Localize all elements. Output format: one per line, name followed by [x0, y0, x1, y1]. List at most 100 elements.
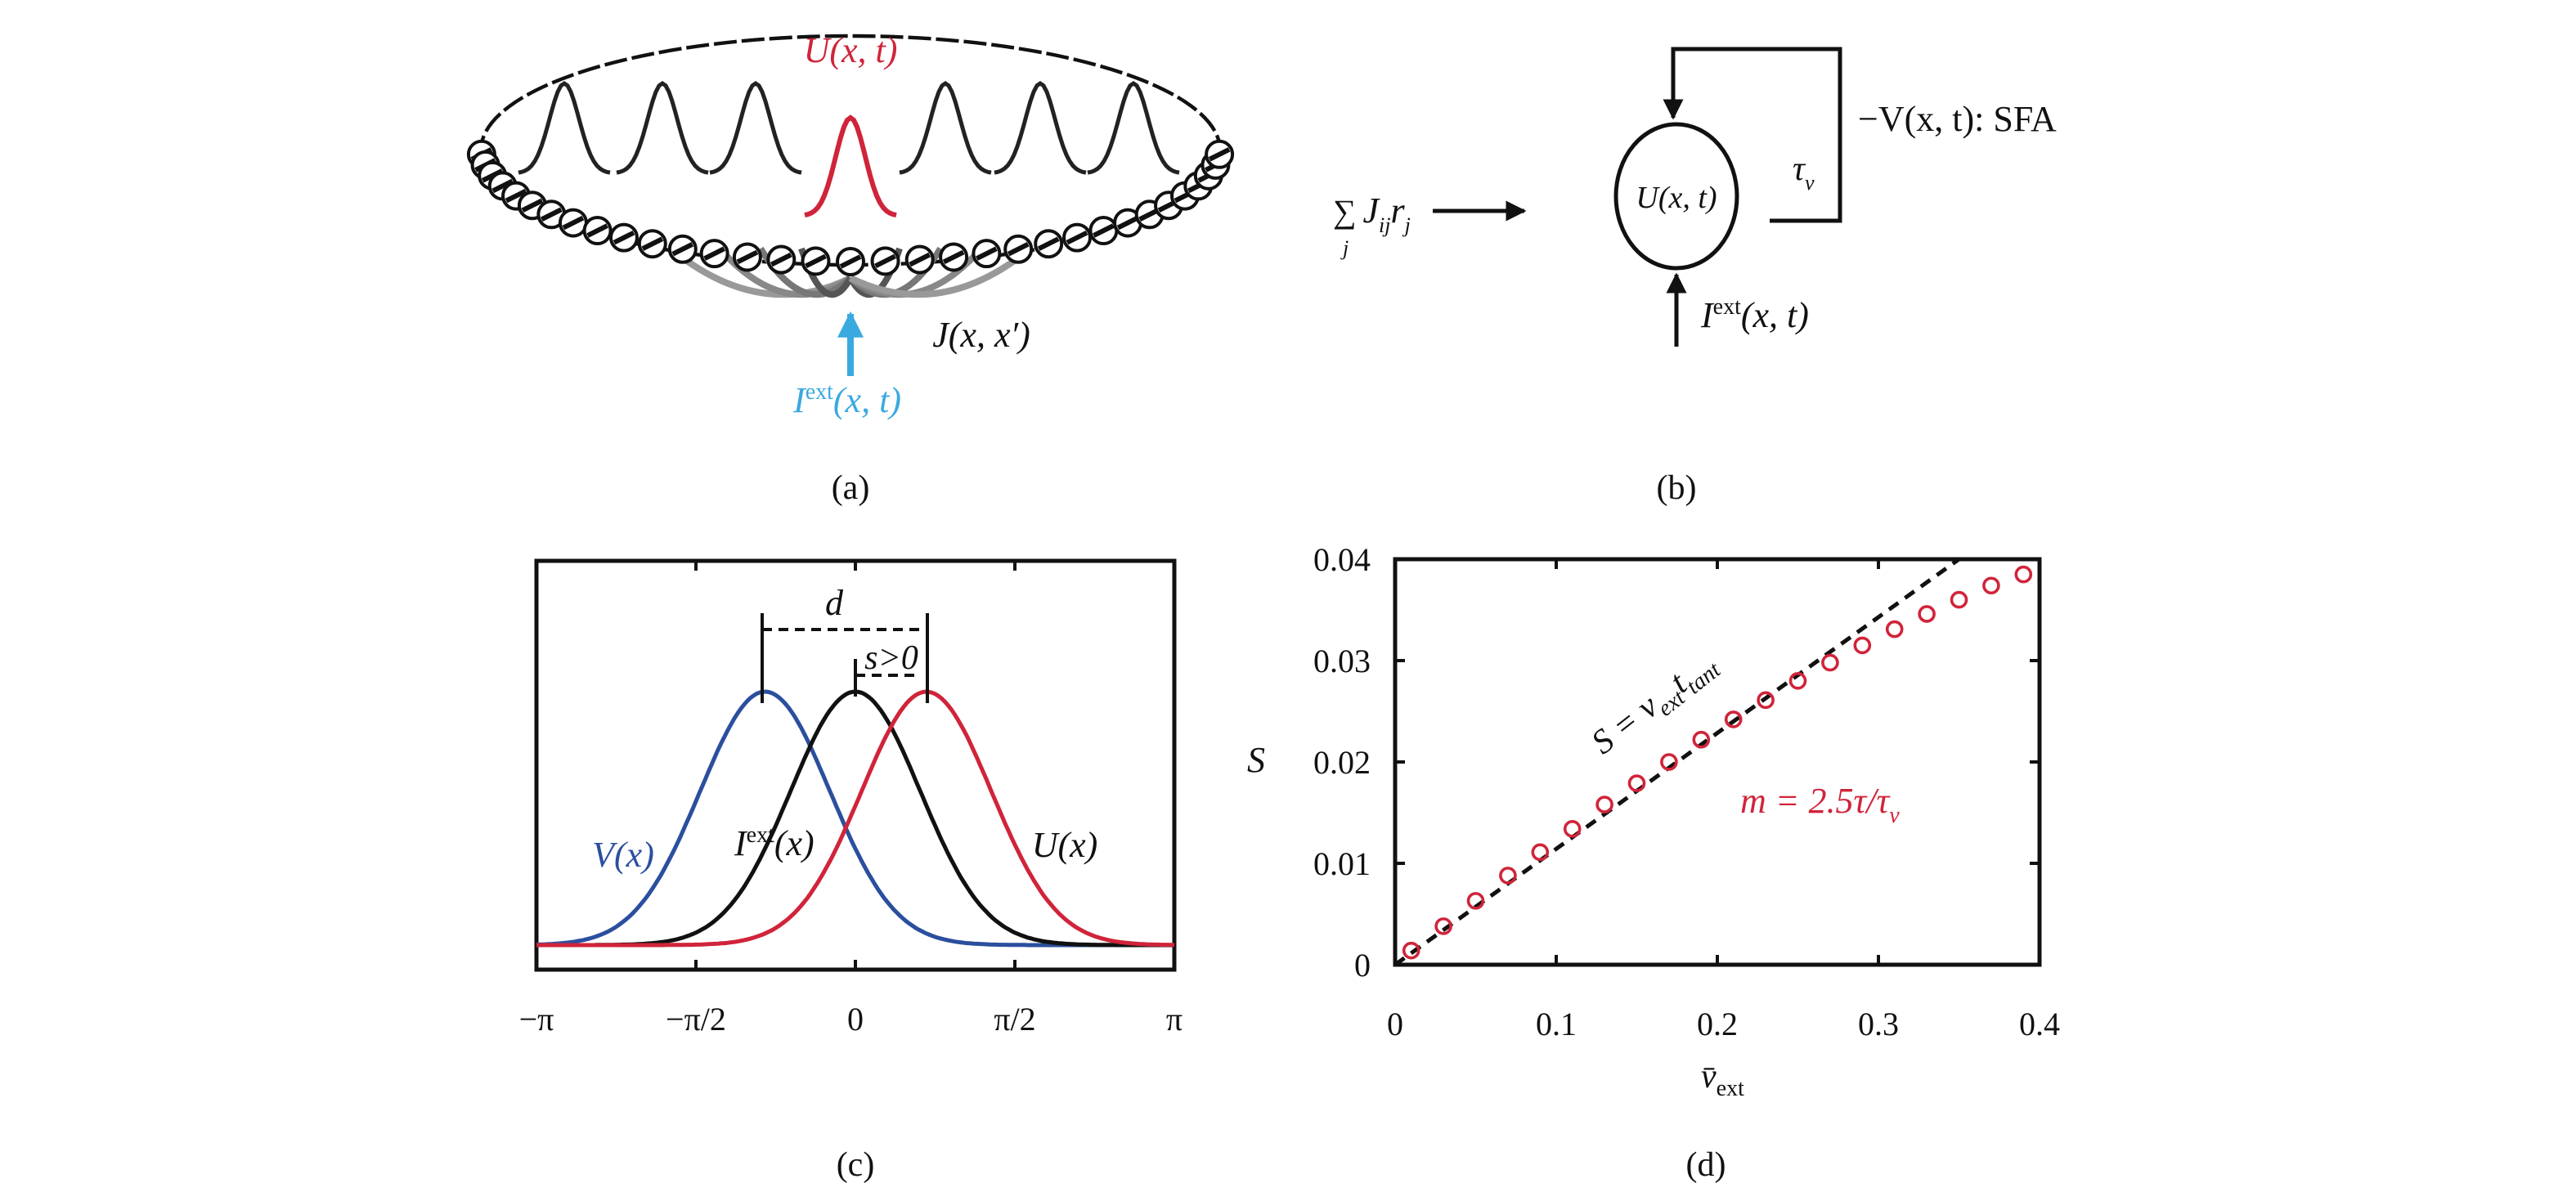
panel-c: −π −π/2 0 π/2 π d s>0 V(x) Iext(x) U(x) (c)	[519, 558, 1183, 1184]
sfa-feedback-label: −V(x, t): SFA	[1858, 99, 2057, 139]
x-tick-label: −π/2	[666, 1001, 726, 1037]
bump	[518, 80, 611, 175]
caption-a: (a)	[832, 469, 870, 507]
neuron-icon	[1113, 208, 1143, 238]
neuron-icon	[608, 222, 639, 253]
data-point	[1788, 671, 1807, 690]
y-axis-label: S	[1247, 740, 1265, 780]
x-tick-label: −π	[519, 1001, 554, 1037]
neuron-icon	[870, 246, 900, 276]
y-tick-label: 0	[1354, 947, 1371, 984]
neuron-icon	[732, 242, 762, 272]
data-point	[1885, 620, 1904, 639]
neuron-node	[1613, 122, 1739, 271]
neuron-icon	[939, 242, 969, 272]
neuron-icon	[801, 246, 831, 276]
data-point	[1853, 636, 1872, 655]
neuron-icon	[1205, 139, 1235, 169]
data-point	[1724, 710, 1743, 728]
bump	[1087, 80, 1180, 175]
y-tick-label: 0.04	[1313, 541, 1371, 578]
recurrent-input-label: ∑ Jijrj	[1333, 190, 1411, 237]
panel-b: U(x, t) ∑ Jijrj j τv −V(x, t): SFA Iext(x…	[1333, 47, 2057, 507]
neuron-icon	[836, 247, 865, 276]
neuron-icon	[904, 244, 935, 275]
data-point	[1627, 774, 1646, 792]
data-point	[1466, 892, 1485, 910]
data-point	[1434, 917, 1452, 935]
data-point	[1918, 605, 1936, 623]
panel-a: U(x, t) Iext(x, t) J(x, x′) (a)	[466, 30, 1235, 507]
y-tick-label: 0.02	[1313, 744, 1371, 781]
bump	[616, 80, 709, 175]
reference-line-label: S = νextttant	[1585, 643, 1726, 766]
d-label: d	[825, 583, 844, 623]
neuron-icon	[1003, 234, 1034, 264]
tau-v-label: τv	[1793, 150, 1815, 195]
panel-d: 0 0.1 0.2 0.3 0.4 0 0.01 0.02 0.03 0.04 S v̄ext S…	[1247, 541, 2060, 1184]
data-point	[1821, 653, 1839, 672]
neuron-icon	[1034, 229, 1064, 259]
neuron-icon	[582, 216, 613, 246]
y-tick-label: 0.01	[1313, 845, 1371, 882]
data-point	[1660, 753, 1678, 771]
external-input-label-b: Iext(x, t)	[1700, 294, 1809, 335]
data-point	[1982, 576, 2000, 595]
neuron-icon	[766, 244, 797, 275]
bump	[899, 80, 992, 175]
coupling-label: J(x, x′)	[932, 315, 1030, 355]
neuron-icon	[637, 229, 667, 259]
data-point	[1950, 590, 1968, 609]
curve-ux	[536, 689, 1174, 948]
s-label: s>0	[864, 639, 918, 677]
plot-frame-d	[1393, 557, 2042, 967]
v-curve-label: V(x)	[592, 835, 654, 875]
data-point	[1499, 867, 1517, 885]
neuron-icon	[1088, 216, 1119, 246]
i-curve-label: Iext(x)	[734, 822, 815, 863]
plot-frame-c	[534, 558, 1177, 972]
data-point	[1531, 843, 1550, 862]
bump	[994, 80, 1087, 175]
sfa-feedback-loop	[1663, 47, 1842, 223]
neuron-icon	[699, 239, 729, 269]
x-tick-label: 0.2	[1697, 1006, 1738, 1042]
neuron-ring	[466, 139, 1235, 276]
neuron-label: U(x, t)	[1636, 181, 1717, 215]
data-point	[1402, 941, 1420, 960]
data-point	[1563, 820, 1582, 838]
x-tick-label: 0	[847, 1001, 864, 1037]
neuron-icon	[536, 199, 567, 230]
data-point	[1595, 795, 1613, 813]
active-bump	[804, 114, 897, 217]
distance-annotation	[761, 613, 929, 703]
data-point	[2014, 565, 2033, 584]
x-tick-label: 0.1	[1536, 1006, 1577, 1042]
caption-b: (b)	[1657, 469, 1697, 507]
caption-d: (d)	[1686, 1146, 1726, 1184]
bump-label: U(x, t)	[804, 30, 898, 70]
x-tick-label: 0.4	[2019, 1006, 2060, 1042]
coupling-arc	[849, 245, 1033, 298]
curve-iextx	[536, 689, 1174, 948]
caption-c: (c)	[837, 1146, 875, 1184]
y-tick-label: 0.03	[1313, 643, 1371, 679]
bump	[709, 80, 802, 175]
sum-index: j	[1340, 236, 1349, 260]
data-point	[1757, 691, 1775, 710]
curve-vx	[536, 689, 1174, 948]
data-point	[1692, 730, 1711, 749]
neuron-icon	[972, 239, 1002, 269]
neuron-icon	[558, 208, 588, 238]
activity-bumps	[518, 80, 1180, 217]
x-tick-label: π	[1166, 1001, 1183, 1037]
parameter-label: m = 2.5τ/τv	[1740, 781, 1900, 828]
x-axis-label: v̄ext	[1701, 1058, 1744, 1101]
x-tick-label: 0	[1387, 1006, 1403, 1042]
neuron-icon	[667, 234, 698, 264]
u-curve-label: U(x)	[1032, 825, 1098, 865]
x-tick-label: π/2	[994, 1001, 1035, 1037]
x-tick-label: 0.3	[1858, 1006, 1899, 1042]
neuron-icon	[1062, 222, 1093, 253]
